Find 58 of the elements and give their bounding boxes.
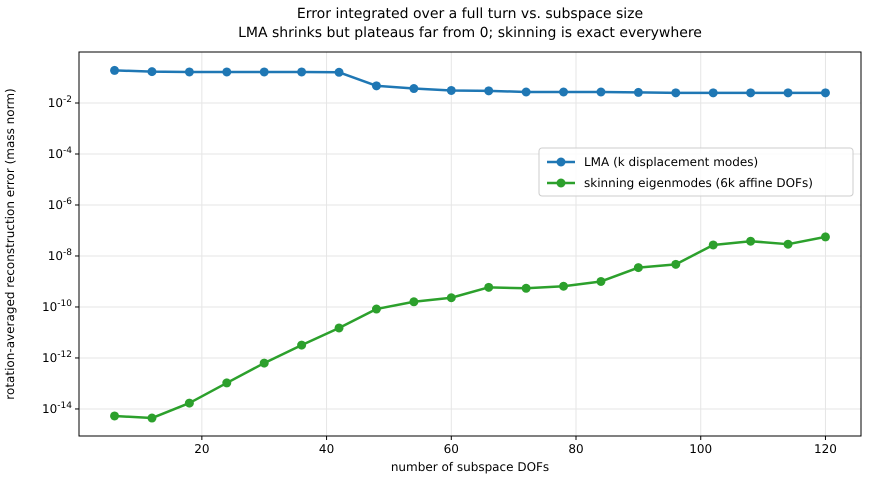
point xyxy=(596,276,606,286)
point xyxy=(820,88,830,98)
y-tick-label: 10$^{-4}$ xyxy=(48,146,72,162)
legend-label: skinning eigenmodes (6k affine DOFs) xyxy=(584,176,813,190)
point xyxy=(596,87,606,96)
point xyxy=(297,340,306,350)
point xyxy=(222,67,232,76)
point xyxy=(334,323,344,332)
point xyxy=(746,88,756,98)
point xyxy=(260,358,269,368)
x-tick-label: 80 xyxy=(568,442,584,456)
x-tick-label: 20 xyxy=(194,442,210,456)
point xyxy=(634,88,643,97)
point xyxy=(110,66,120,75)
point xyxy=(147,67,156,76)
y-tick-label: 10$^{-12}$ xyxy=(42,350,72,366)
point xyxy=(522,284,531,293)
point xyxy=(671,88,680,98)
point xyxy=(522,87,531,96)
point xyxy=(784,88,793,98)
point xyxy=(222,378,232,388)
point xyxy=(484,86,494,96)
point xyxy=(784,240,793,249)
y-tick-label: 10$^{-6}$ xyxy=(48,197,72,212)
point xyxy=(147,414,156,423)
legend-label: LMA (k displacement modes) xyxy=(584,155,758,170)
point xyxy=(708,88,718,98)
point xyxy=(409,297,418,306)
y-tick-label: 10$^{-10}$ xyxy=(42,299,72,314)
point xyxy=(484,282,494,292)
x-tick-label: 40 xyxy=(318,442,334,456)
point xyxy=(559,282,568,291)
point xyxy=(708,240,718,250)
y-tick-label: 10$^{-2}$ xyxy=(48,95,72,110)
point xyxy=(409,84,418,94)
point xyxy=(446,293,456,302)
point xyxy=(372,81,381,90)
point xyxy=(372,304,381,314)
point xyxy=(184,67,194,76)
y-tick-label: 10$^{-14}$ xyxy=(42,401,72,416)
y-tick-label: 10$^{-8}$ xyxy=(48,248,72,264)
point xyxy=(746,236,756,246)
point xyxy=(184,398,194,408)
point xyxy=(634,263,643,272)
point xyxy=(559,87,568,96)
chart-title: Error integrated over a full turn vs. subspace size LMA shrinks but plateaus far from 0; skinning is exact everywhere xyxy=(238,6,702,41)
point xyxy=(334,68,344,77)
y-axis-title: rotation-averaged reconstruction error (mass norm) xyxy=(3,88,17,400)
point xyxy=(297,67,306,76)
point xyxy=(820,232,830,242)
x-tick-label: 100 xyxy=(689,442,712,456)
point xyxy=(671,260,680,269)
point xyxy=(260,67,269,76)
x-tick-label: 120 xyxy=(814,442,837,456)
point xyxy=(110,411,120,420)
x-tick-label: 60 xyxy=(444,442,459,456)
point xyxy=(446,86,456,95)
x-axis-title: number of subspace DOFs xyxy=(390,460,550,474)
